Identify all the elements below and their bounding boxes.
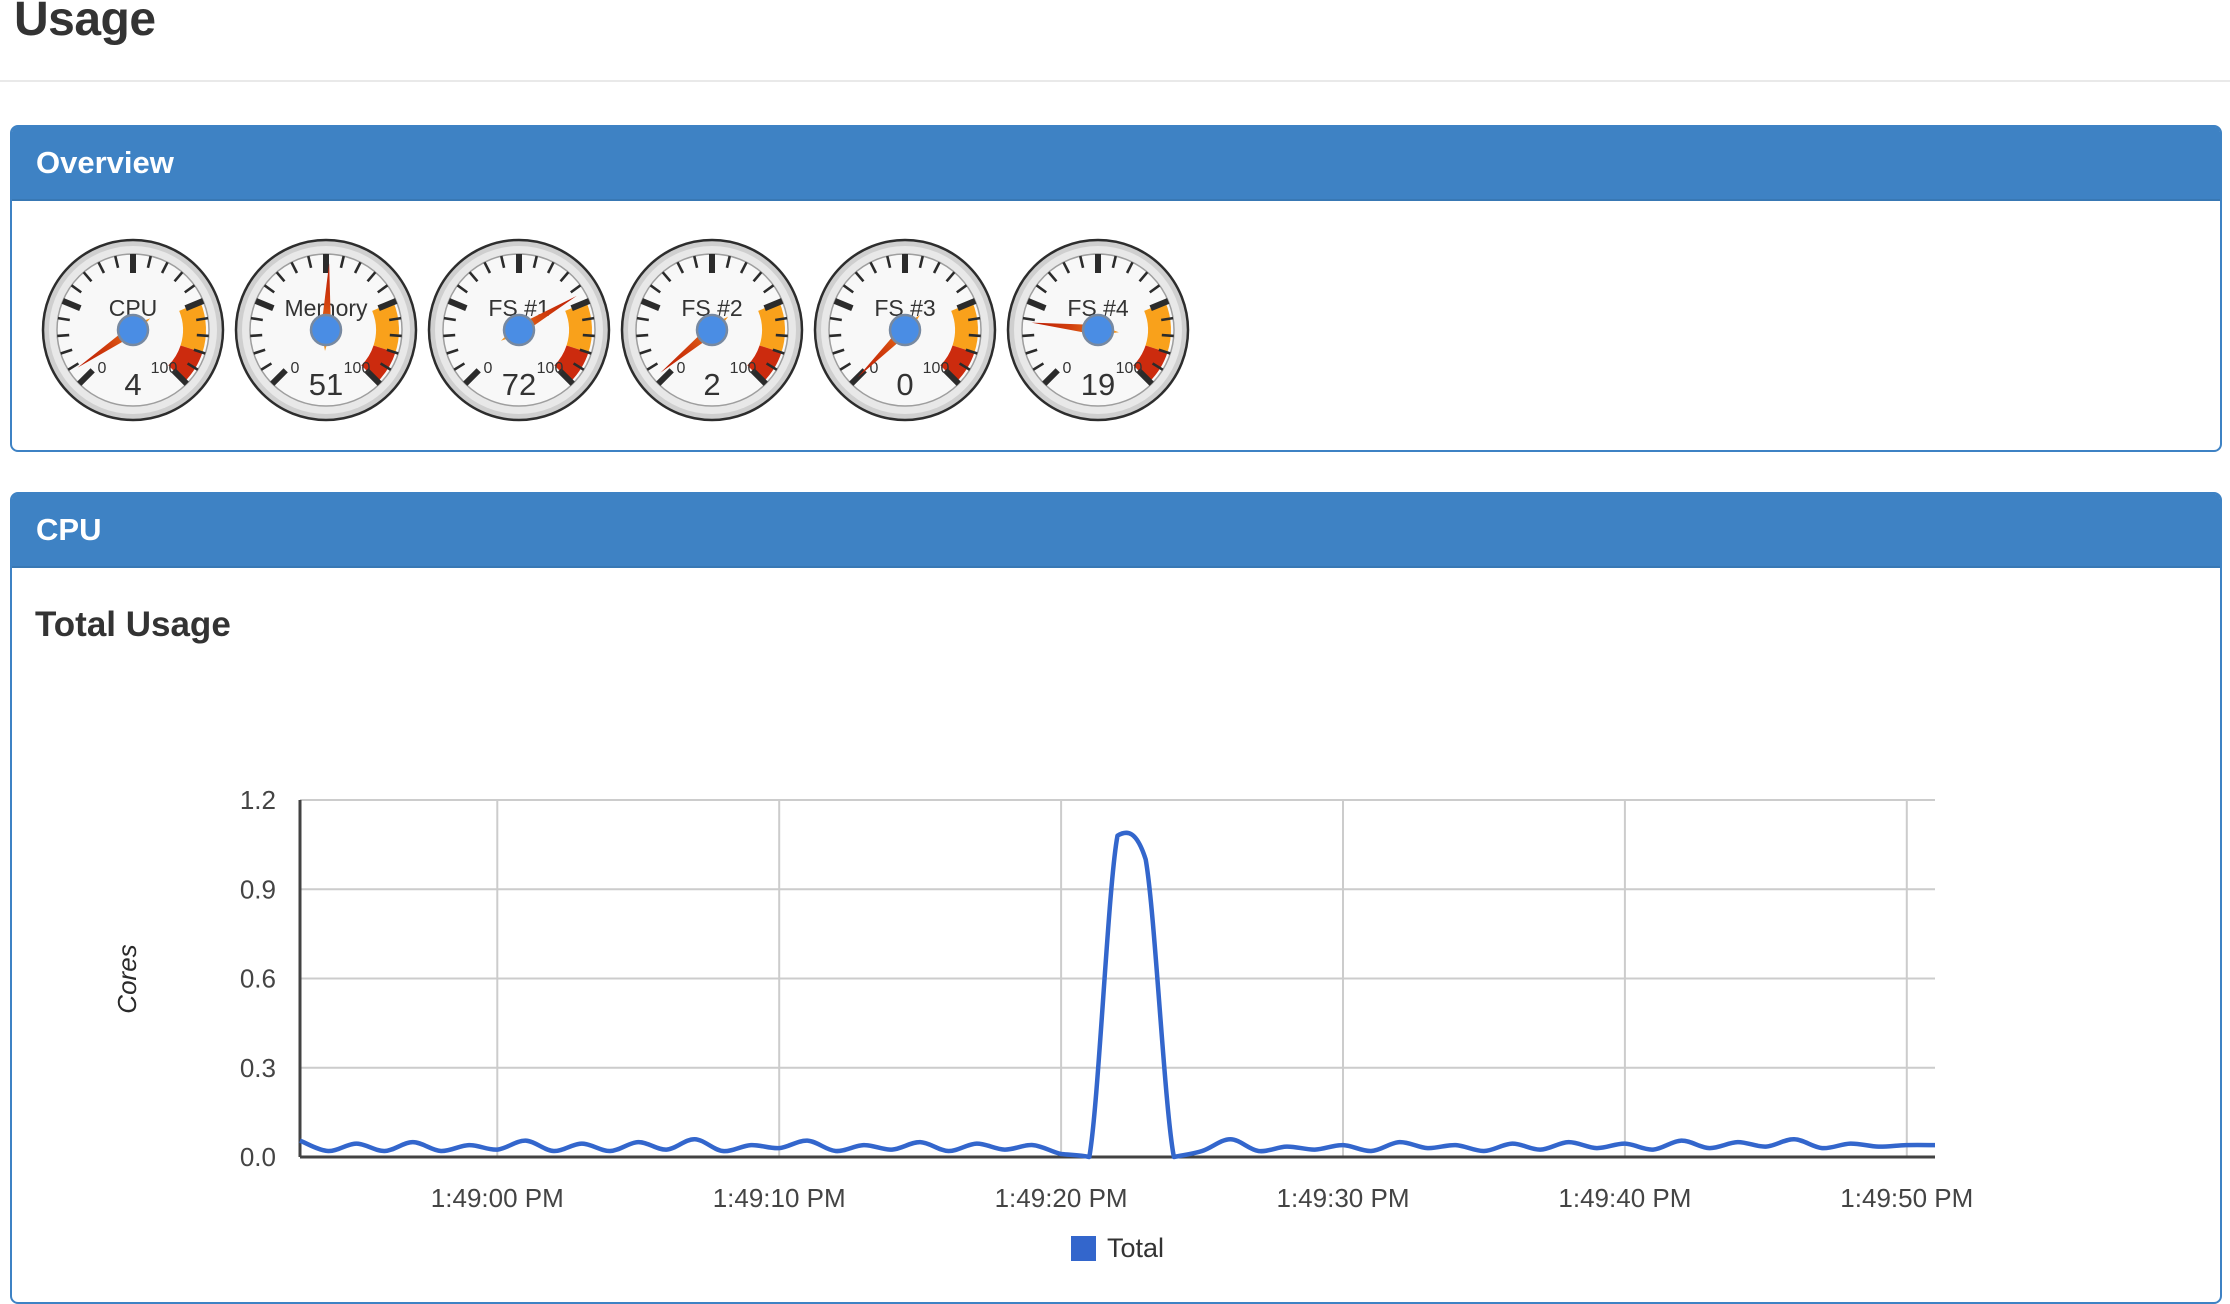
- cpu-panel: CPU: [10, 492, 2222, 1304]
- cpu-panel-title: CPU: [36, 512, 102, 547]
- svg-text:1:49:50 PM: 1:49:50 PM: [1840, 1183, 1973, 1213]
- total-usage-title: Total Usage: [35, 605, 231, 644]
- gauge-hub: [888, 313, 922, 347]
- gauge-min-label: 0: [677, 360, 686, 377]
- svg-text:1:49:40 PM: 1:49:40 PM: [1558, 1183, 1691, 1213]
- gauge-memory: Memory 0 100 51: [233, 237, 419, 423]
- total-series-line: [299, 830, 1936, 1160]
- overview-panel-title: Overview: [36, 145, 174, 180]
- gauge-max-label: 100: [537, 360, 564, 377]
- title-divider: [0, 80, 2230, 82]
- legend-label: Total: [1106, 1232, 1165, 1263]
- gauge-min-label: 0: [484, 360, 493, 377]
- svg-text:1:49:10 PM: 1:49:10 PM: [713, 1183, 846, 1213]
- gauge-value: 72: [502, 367, 536, 402]
- gauge-max-label: 100: [923, 360, 950, 377]
- svg-text:0.0: 0.0: [240, 1142, 276, 1172]
- legend-swatch: [1070, 1235, 1096, 1261]
- gauge-fs-4: FS #4 0 100 19: [1005, 237, 1191, 423]
- cpu-usage-chart: 0.0 0.3 0.6 0.9 1.2 1:49:00 PM 1:49:10 PM 1:49:…: [112, 785, 1973, 1213]
- svg-text:0.6: 0.6: [240, 964, 276, 994]
- gauge-cpu: CPU 0 100 4: [40, 237, 226, 423]
- gauge-min-label: 0: [98, 360, 107, 377]
- gauge-value: 2: [703, 367, 720, 402]
- gauges-row: CPU 0 100 4 Memory 0 100 51 FS #1 0 100 …: [12, 201, 2220, 423]
- gauge-min-label: 0: [870, 360, 879, 377]
- gauge-max-label: 100: [1116, 360, 1143, 377]
- gauge-value: 4: [124, 367, 141, 402]
- overview-panel-header: Overview: [12, 127, 2220, 201]
- gauge-hub: [695, 313, 729, 347]
- svg-text:1:49:30 PM: 1:49:30 PM: [1277, 1183, 1410, 1213]
- svg-text:1:49:00 PM: 1:49:00 PM: [431, 1183, 564, 1213]
- gauge-max-label: 100: [151, 360, 178, 377]
- gauge-hub: [116, 313, 150, 347]
- svg-text:1.2: 1.2: [240, 785, 276, 815]
- gauge-hub: [309, 313, 343, 347]
- page-title: Usage: [14, 0, 156, 46]
- gauge-fs-3: FS #3 0 100 0: [812, 237, 998, 423]
- cpu-panel-header: CPU: [12, 494, 2220, 568]
- svg-text:0.3: 0.3: [240, 1053, 276, 1083]
- gauge-min-label: 0: [1063, 360, 1072, 377]
- gauge-value: 19: [1081, 367, 1115, 402]
- overview-panel: Overview CPU 0 100 4 Memory 0 100 51: [10, 125, 2222, 452]
- gauge-hub: [502, 313, 536, 347]
- gauge-min-label: 0: [291, 360, 300, 377]
- gauge-value: 0: [896, 367, 913, 402]
- svg-text:0.9: 0.9: [240, 874, 276, 904]
- gauge-fs-1: FS #1 0 100 72: [426, 237, 612, 423]
- chart-legend: Total: [300, 1231, 1935, 1265]
- svg-text:Cores: Cores: [112, 944, 142, 1013]
- gauge-fs-2: FS #2 0 100 2: [619, 237, 805, 423]
- gauge-max-label: 100: [344, 360, 371, 377]
- svg-text:1:49:20 PM: 1:49:20 PM: [995, 1183, 1128, 1213]
- gauge-value: 51: [309, 367, 343, 402]
- gauge-max-label: 100: [730, 360, 757, 377]
- gauge-hub: [1081, 313, 1115, 347]
